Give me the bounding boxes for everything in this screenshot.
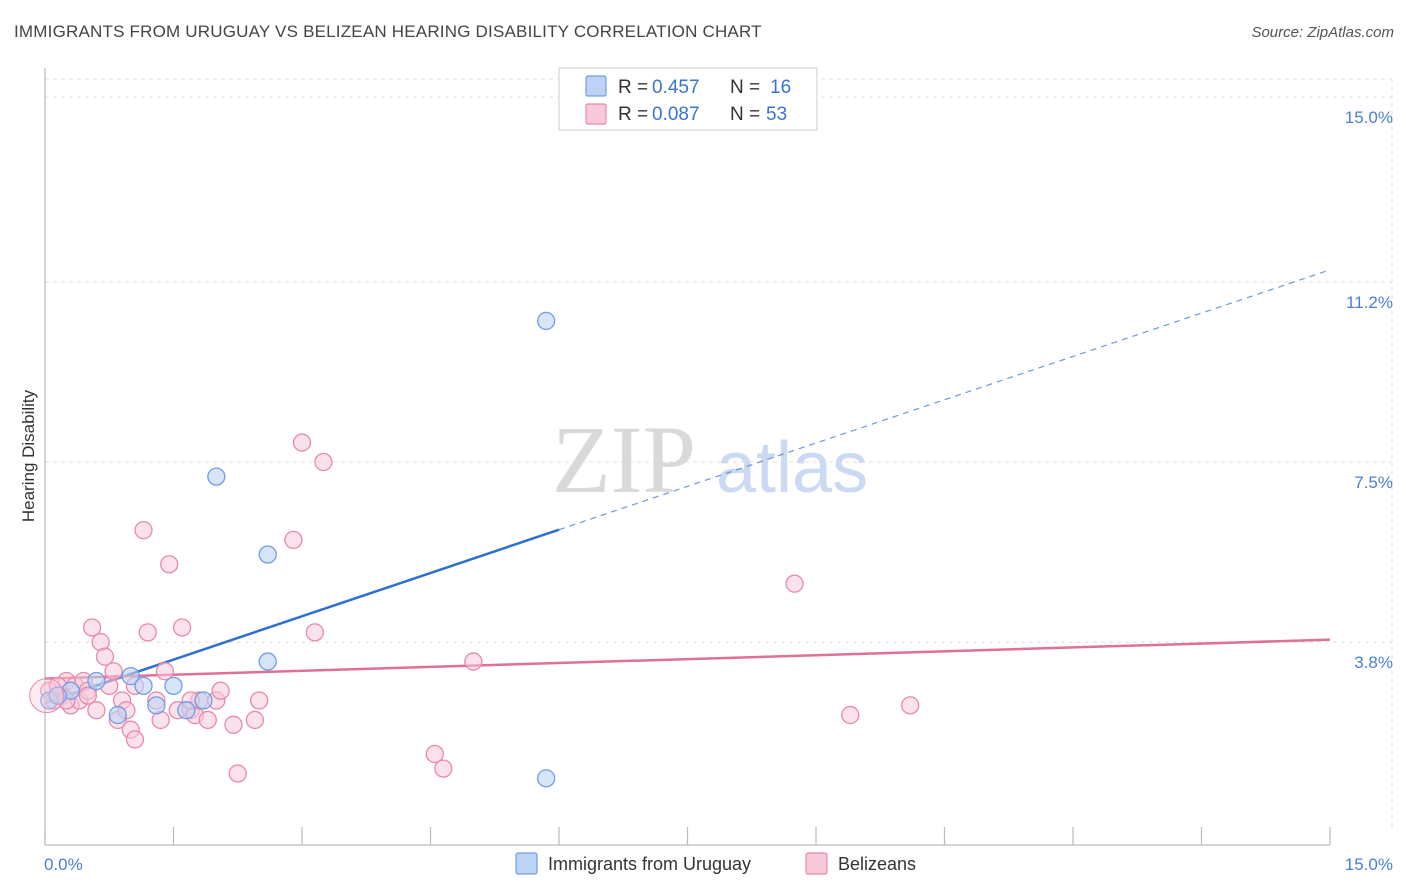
legend-n-label-1: N = xyxy=(730,77,760,98)
data-point-uruguay xyxy=(48,686,67,705)
watermark-atlas: atlas xyxy=(716,428,868,508)
stats-legend: R = 0.457 N = 16 R = 0.087 N = 53 xyxy=(558,67,818,131)
data-point-belizeans xyxy=(464,652,483,671)
y-tick-labels: 3.8% 7.5% 11.2% 15.0% xyxy=(1345,108,1393,672)
series-legend-swatch-uruguay xyxy=(515,852,538,875)
y-tick-label: 3.8% xyxy=(1354,653,1393,672)
data-points xyxy=(29,311,920,788)
data-point-belizeans xyxy=(284,530,303,550)
data-point-belizeans xyxy=(224,715,243,734)
data-point-belizeans xyxy=(95,647,115,666)
data-point-belizeans xyxy=(134,521,153,540)
data-point-belizeans xyxy=(87,701,106,720)
x-tick-label: 15.0% xyxy=(1345,855,1393,874)
chart-source: Source: ZipAtlas.com xyxy=(1251,24,1394,41)
data-point-uruguay xyxy=(164,676,183,696)
data-point-belizeans xyxy=(250,691,269,710)
series-legend-label-uruguay: Immigrants from Uruguay xyxy=(548,854,751,874)
data-point-uruguay xyxy=(87,671,106,691)
data-point-belizeans xyxy=(125,730,145,749)
data-point-belizeans xyxy=(82,618,102,637)
data-point-uruguay xyxy=(121,666,140,686)
legend-n-value-2: 53 xyxy=(766,104,787,125)
series-legend-swatch-belizeans xyxy=(805,852,828,875)
data-point-uruguay xyxy=(177,701,196,720)
axes xyxy=(44,68,1331,846)
data-point-belizeans xyxy=(305,623,325,642)
data-point-cluster xyxy=(29,678,65,714)
watermark: ZIP atlas xyxy=(552,406,868,513)
series-legend: Immigrants from Uruguay Belizeans xyxy=(515,852,916,875)
data-point-belizeans xyxy=(841,705,860,725)
x-tick-labels: 0.0% 15.0% xyxy=(44,855,1393,874)
y-tick-label: 15.0% xyxy=(1345,108,1393,127)
data-point-uruguay xyxy=(207,467,226,486)
data-point-belizeans xyxy=(425,744,444,764)
data-point-uruguay xyxy=(537,311,556,331)
data-point-belizeans xyxy=(104,662,123,681)
series-legend-label-belizeans: Belizeans xyxy=(838,854,916,874)
legend-n-label-2: N = xyxy=(730,104,760,125)
legend-r-value-2: 0.087 xyxy=(652,104,700,125)
data-point-uruguay xyxy=(194,691,213,710)
data-point-uruguay xyxy=(537,769,556,788)
trend-line-uruguay-dashed xyxy=(558,269,1331,531)
data-point-belizeans xyxy=(211,681,230,700)
data-point-belizeans xyxy=(172,618,192,637)
legend-r-label-2: R = xyxy=(618,104,648,125)
legend-n-value-1: 16 xyxy=(770,77,791,98)
data-point-belizeans xyxy=(292,433,312,452)
y-tick-label: 11.2% xyxy=(1346,293,1393,312)
legend-swatch-belizeans xyxy=(585,103,607,125)
data-point-uruguay xyxy=(258,652,277,671)
data-point-uruguay xyxy=(108,705,127,725)
data-point-uruguay xyxy=(258,545,277,564)
legend-r-label-1: R = xyxy=(618,77,648,98)
data-point-belizeans xyxy=(314,452,333,472)
data-point-uruguay xyxy=(147,696,166,715)
chart-title: IMMIGRANTS FROM URUGUAY VS BELIZEAN HEAR… xyxy=(14,22,762,41)
data-point-belizeans xyxy=(434,759,453,778)
data-point-belizeans xyxy=(785,574,804,593)
legend-swatch-uruguay xyxy=(585,75,607,97)
legend-r-value-1: 0.457 xyxy=(652,77,700,98)
trend-lines xyxy=(44,269,1331,705)
data-point-belizeans xyxy=(228,764,247,783)
y-axis-label: Hearing Disability xyxy=(19,389,38,522)
data-point-belizeans xyxy=(245,710,265,730)
trend-line-belizeans xyxy=(44,638,1331,680)
data-point-belizeans xyxy=(78,686,97,705)
x-tick-label: 0.0% xyxy=(44,855,83,874)
data-point-belizeans xyxy=(901,696,920,715)
data-point-belizeans xyxy=(138,623,157,642)
data-point-belizeans xyxy=(155,662,175,681)
data-point-uruguay xyxy=(134,676,153,696)
y-tick-label: 7.5% xyxy=(1354,473,1393,492)
watermark-zip: ZIP xyxy=(552,406,696,513)
data-point-belizeans xyxy=(198,710,217,730)
data-point-belizeans xyxy=(160,555,179,574)
